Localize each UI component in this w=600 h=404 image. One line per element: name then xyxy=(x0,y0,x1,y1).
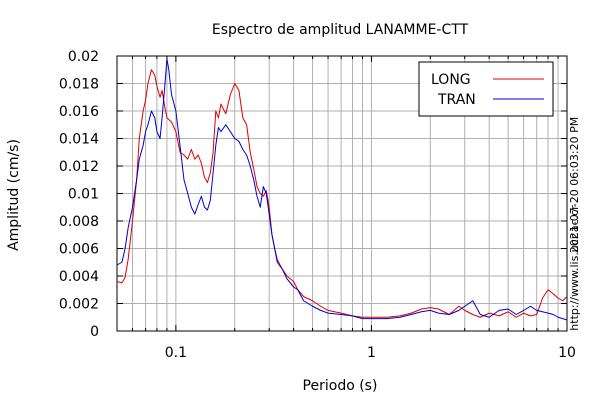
series-layer xyxy=(116,58,568,321)
axis-ticks: 0 0.002 0.004 0.006 0.008 0.01 0.012 0.014 0.016… xyxy=(59,49,576,361)
website-label: http://www.lis.ucr.ac.cr xyxy=(568,205,581,331)
x-tick-label: 10 xyxy=(558,345,576,361)
y-tick-label: 0.018 xyxy=(59,77,99,93)
legend-label-tran: TRAN xyxy=(437,92,476,108)
series-line-long xyxy=(116,69,568,318)
legend-label-long: LONG xyxy=(431,72,471,88)
y-tick-label: 0 xyxy=(90,324,99,340)
x-tick-label: 0.1 xyxy=(165,345,187,361)
y-axis-label: Amplitud (cm/s) xyxy=(6,139,22,251)
x-axis-label: Periodo (s) xyxy=(303,378,378,394)
y-tick-label: 0.008 xyxy=(59,214,99,230)
legend-box xyxy=(418,61,554,117)
y-tick-label: 0.014 xyxy=(59,132,99,148)
series-line-tran xyxy=(116,58,568,321)
y-tick-label: 0.002 xyxy=(59,297,99,313)
y-tick-label: 0.012 xyxy=(59,159,99,175)
legend: LONG TRAN xyxy=(418,61,554,117)
x-tick-label: 1 xyxy=(367,345,376,361)
y-tick-label: 0.004 xyxy=(59,269,99,285)
y-tick-label: 0.01 xyxy=(68,187,99,203)
y-tick-label: 0.016 xyxy=(59,104,99,120)
timestamp-label: 2021-07-20 06:03:20 PM xyxy=(568,117,581,253)
chart-title: Espectro de amplitud LANAMME-CTT xyxy=(212,22,469,38)
y-tick-label: 0.02 xyxy=(68,49,99,65)
y-tick-label: 0.006 xyxy=(59,242,99,258)
